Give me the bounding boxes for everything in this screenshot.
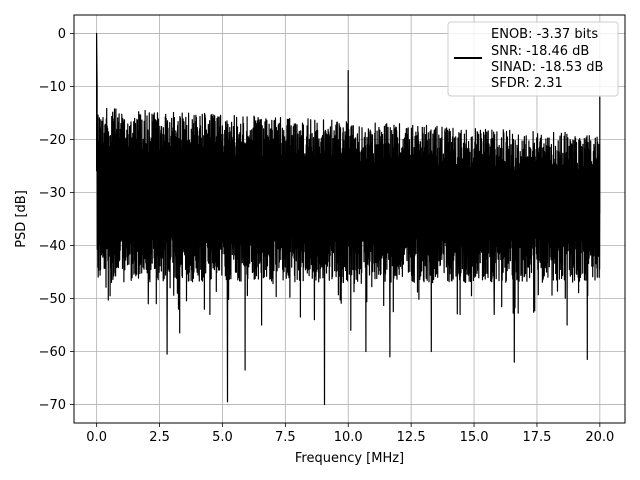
x-tick-label: 10.0 <box>334 430 363 445</box>
y-axis-label: PSD [dB] <box>14 190 29 248</box>
y-tick-label: −70 <box>39 398 66 413</box>
psd-series-line <box>96 32 601 406</box>
x-tick-label: 17.5 <box>522 430 551 445</box>
x-tick-label: 2.5 <box>149 430 170 445</box>
y-tick-label: −20 <box>39 133 66 148</box>
legend: ENOB: -3.37 bits SNR: -18.46 dB SINAD: -… <box>447 21 619 97</box>
legend-box <box>447 21 619 97</box>
x-tick-label: 5.0 <box>212 430 233 445</box>
x-tick-label: 0.0 <box>86 430 107 445</box>
y-tick-label: −30 <box>39 186 66 201</box>
y-tick-label: −10 <box>39 80 66 95</box>
axes-frame <box>73 14 626 424</box>
legend-entry-enob: ENOB: -3.37 bits <box>491 27 598 42</box>
plot-area <box>96 32 601 406</box>
legend-entry-sinad: SINAD: -18.53 dB <box>491 60 603 75</box>
x-tick-label: 12.5 <box>397 430 426 445</box>
y-tick-label: −60 <box>39 345 66 360</box>
x-tick-label: 7.5 <box>275 430 296 445</box>
legend-entry-sfdr: SFDR: 2.31 <box>491 76 563 91</box>
x-axis-label: Frequency [MHz] <box>295 451 404 466</box>
y-tick-label: 0 <box>58 27 66 42</box>
legend-entry-snr: SNR: -18.46 dB <box>491 44 589 59</box>
y-tick-label: −40 <box>39 239 66 254</box>
x-tick-label: 20.0 <box>585 430 614 445</box>
axis-ticks: 0.0 2.5 5.0 7.5 10.0 12.5 15.0 17.5 20.0 0 −10 −20 −… <box>39 27 615 445</box>
x-tick-label: 15.0 <box>460 430 489 445</box>
y-tick-label: −50 <box>39 292 66 307</box>
